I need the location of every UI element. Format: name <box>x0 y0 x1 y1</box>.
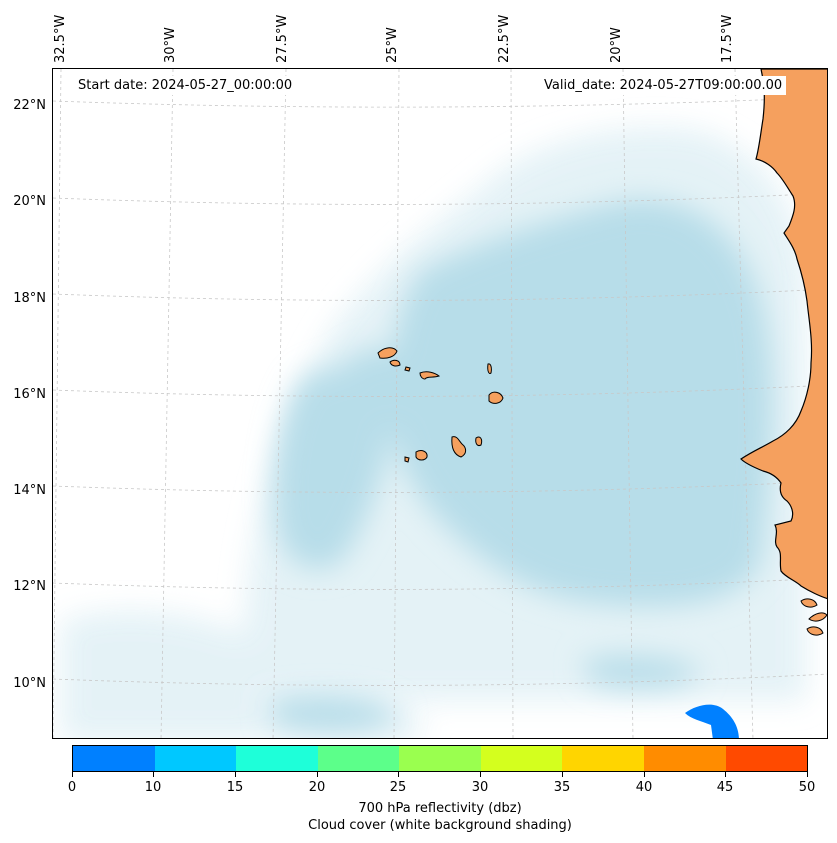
island-brava <box>404 456 410 463</box>
island-sao-nicolau <box>419 371 441 380</box>
map-panel <box>52 68 828 739</box>
coastal-islands <box>800 598 827 636</box>
island-santa-luzia <box>404 366 411 372</box>
reflectivity-patch <box>685 704 739 738</box>
colorbar-segment <box>562 746 644 771</box>
lat-label-10n: 10°N <box>13 676 46 691</box>
lon-label-20w: 20°W <box>609 27 624 63</box>
colorbar-tick <box>725 772 726 777</box>
colorbar-segment <box>643 746 726 771</box>
island-sal <box>487 363 492 374</box>
colorbar-tick <box>480 772 481 777</box>
lon-label-22-5w: 22.5°W <box>497 14 512 63</box>
colorbar-sublabel: Cloud cover (white background shading) <box>308 818 572 833</box>
africa-land <box>740 69 827 600</box>
colorbar-tick <box>317 772 318 777</box>
cloud-cover-dense <box>271 199 773 732</box>
colorbar-segment <box>73 746 155 771</box>
island-maio <box>475 436 483 446</box>
colorbar-tick <box>398 772 399 777</box>
colorbar-tick <box>644 772 645 777</box>
valid-date-label: Valid_date: 2024-05-27T09:00:00.00 <box>540 76 787 95</box>
colorbar-tick-label: 40 <box>635 780 653 795</box>
lat-label-18n: 18°N <box>13 291 46 306</box>
lon-label-25w: 25°W <box>385 27 400 63</box>
colorbar-tick <box>562 772 563 777</box>
colorbar-tick-label: 25 <box>389 780 407 795</box>
colorbar-segment <box>236 746 318 771</box>
colorbar-tick <box>153 772 154 777</box>
island-santo-antao <box>377 347 398 359</box>
colorbar-tick-label: 20 <box>308 780 326 795</box>
colorbar-segment <box>480 746 563 771</box>
map-canvas <box>53 69 827 738</box>
colorbar-tick-label: 10 <box>144 780 162 795</box>
cape-verde-islands <box>377 347 504 463</box>
colorbar-tick-label: 30 <box>471 780 489 795</box>
island-boa-vista <box>488 391 504 404</box>
colorbar-tick-label: 35 <box>553 780 571 795</box>
colorbar-tick-label: 0 <box>67 780 77 795</box>
colorbar-tick-label: 50 <box>798 780 816 795</box>
start-date-label: Start date: 2024-05-27_00:00:00 <box>74 76 297 95</box>
lat-label-12n: 12°N <box>13 579 46 594</box>
graticule <box>53 69 827 738</box>
island-sao-vicente <box>389 359 401 367</box>
lat-label-16n: 16°N <box>13 387 46 402</box>
colorbar-tick <box>807 772 808 777</box>
colorbar-tick <box>235 772 236 777</box>
island-fogo <box>415 450 428 461</box>
lon-label-30w: 30°W <box>163 27 178 63</box>
lon-label-27-5w: 27.5°W <box>275 14 290 63</box>
lat-label-20n: 20°N <box>13 194 46 209</box>
lon-label-32-5w: 32.5°W <box>53 14 68 63</box>
colorbar-segment <box>154 746 237 771</box>
lat-label-14n: 14°N <box>13 483 46 498</box>
colorbar-tick-label: 45 <box>716 780 734 795</box>
colorbar-tick <box>72 772 73 777</box>
colorbar-tick-label: 15 <box>226 780 244 795</box>
colorbar-segment <box>317 746 400 771</box>
colorbar-segment <box>725 746 808 771</box>
island-santiago <box>451 436 467 458</box>
colorbar-segment <box>399 746 481 771</box>
reflectivity-colorbar <box>72 745 808 772</box>
lon-label-17-5w: 17.5°W <box>720 14 735 63</box>
lat-label-22n: 22°N <box>13 98 46 113</box>
colorbar-label: 700 hPa reflectivity (dbz) <box>358 801 522 816</box>
